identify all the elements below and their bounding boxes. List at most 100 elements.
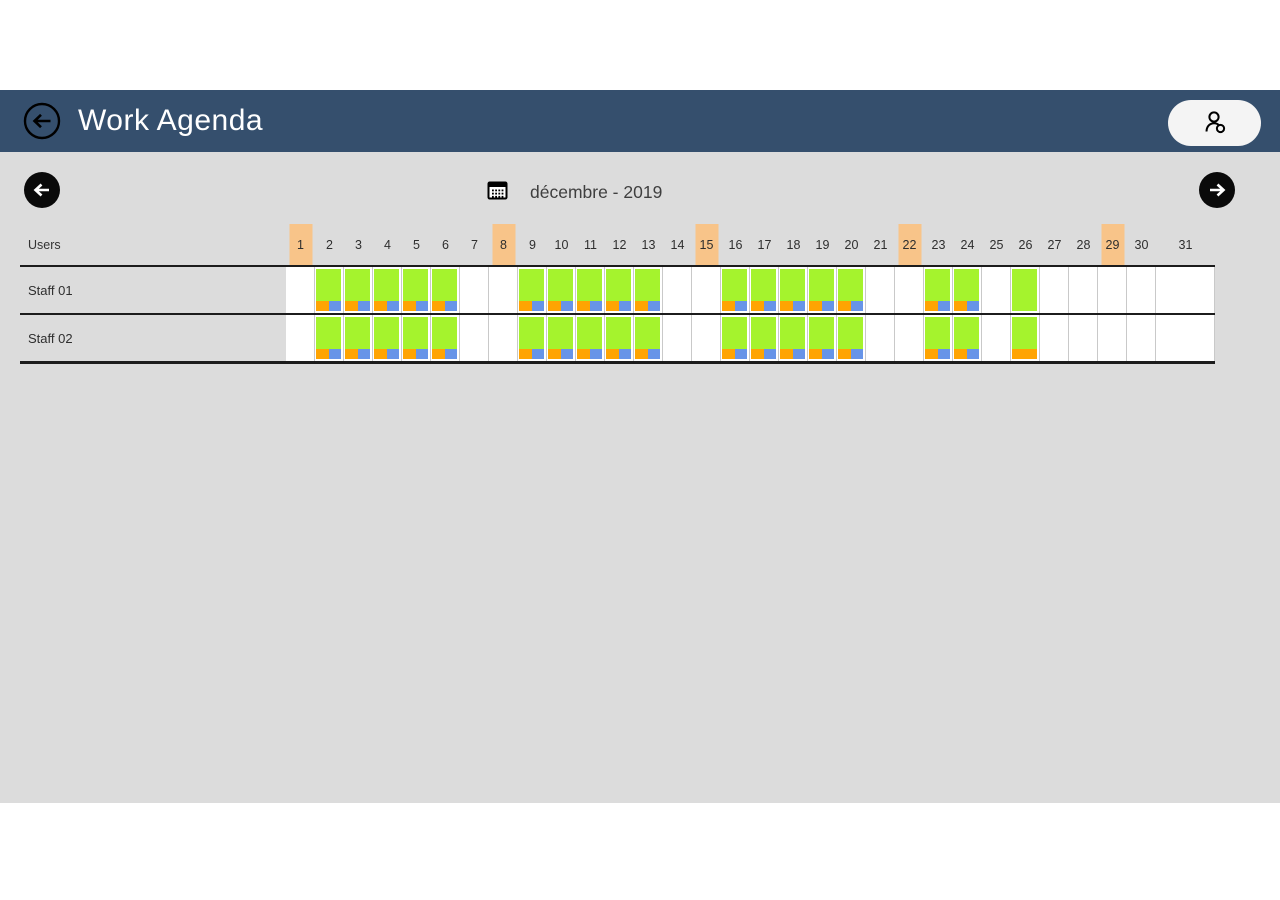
agenda-cell-day-8[interactable] — [489, 315, 518, 361]
agenda-cell-day-4[interactable] — [373, 315, 402, 361]
agenda-cell-day-29[interactable] — [1098, 267, 1127, 313]
agenda-cell-day-20[interactable] — [837, 267, 866, 313]
work-shift-block[interactable] — [374, 269, 399, 311]
work-shift-block[interactable] — [606, 269, 631, 311]
agenda-cell-day-15[interactable] — [692, 315, 721, 361]
agenda-cell-day-24[interactable] — [953, 315, 982, 361]
agenda-cell-day-12[interactable] — [605, 315, 634, 361]
agenda-cell-day-5[interactable] — [402, 267, 431, 313]
agenda-cell-day-22[interactable] — [895, 315, 924, 361]
next-month-button[interactable] — [1199, 172, 1235, 208]
agenda-cell-day-25[interactable] — [982, 315, 1011, 361]
agenda-cell-day-25[interactable] — [982, 267, 1011, 313]
agenda-cell-day-15[interactable] — [692, 267, 721, 313]
agenda-cell-day-3[interactable] — [344, 315, 373, 361]
agenda-cell-day-2[interactable] — [315, 315, 344, 361]
agenda-cell-day-21[interactable] — [866, 267, 895, 313]
agenda-cell-day-11[interactable] — [576, 267, 605, 313]
work-shift-block[interactable] — [635, 269, 660, 311]
work-shift-block[interactable] — [954, 317, 979, 359]
agenda-cell-day-19[interactable] — [808, 315, 837, 361]
agenda-cell-day-21[interactable] — [866, 315, 895, 361]
agenda-cell-day-29[interactable] — [1098, 315, 1127, 361]
agenda-cell-day-10[interactable] — [547, 267, 576, 313]
agenda-cell-day-28[interactable] — [1069, 267, 1098, 313]
work-shift-block[interactable] — [403, 269, 428, 311]
agenda-cell-day-20[interactable] — [837, 315, 866, 361]
work-shift-block[interactable] — [548, 317, 573, 359]
work-shift-block[interactable] — [635, 317, 660, 359]
agenda-cell-day-6[interactable] — [431, 267, 460, 313]
agenda-cell-day-12[interactable] — [605, 267, 634, 313]
work-shift-block[interactable] — [925, 269, 950, 311]
agenda-cell-day-9[interactable] — [518, 267, 547, 313]
work-shift-block[interactable] — [780, 269, 805, 311]
work-shift-block[interactable] — [809, 269, 834, 311]
agenda-cell-day-31[interactable] — [1156, 267, 1215, 313]
work-shift-block[interactable] — [432, 317, 457, 359]
work-shift-block[interactable] — [345, 269, 370, 311]
month-picker[interactable]: décembre - 2019 — [487, 176, 662, 208]
agenda-cell-day-5[interactable] — [402, 315, 431, 361]
agenda-cell-day-26[interactable] — [1011, 315, 1040, 361]
agenda-cell-day-13[interactable] — [634, 315, 663, 361]
agenda-cell-day-1[interactable] — [286, 267, 315, 313]
work-shift-block[interactable] — [519, 269, 544, 311]
work-shift-block[interactable] — [577, 317, 602, 359]
agenda-cell-day-13[interactable] — [634, 267, 663, 313]
previous-month-button[interactable] — [24, 172, 60, 208]
agenda-cell-day-28[interactable] — [1069, 315, 1098, 361]
agenda-cell-day-17[interactable] — [750, 315, 779, 361]
agenda-cell-day-14[interactable] — [663, 315, 692, 361]
agenda-cell-day-19[interactable] — [808, 267, 837, 313]
agenda-cell-day-23[interactable] — [924, 267, 953, 313]
agenda-cell-day-3[interactable] — [344, 267, 373, 313]
agenda-cell-day-8[interactable] — [489, 267, 518, 313]
work-shift-block[interactable] — [722, 317, 747, 359]
agenda-cell-day-31[interactable] — [1156, 315, 1215, 361]
work-shift-block[interactable] — [809, 317, 834, 359]
work-shift-block[interactable] — [548, 269, 573, 311]
work-shift-block[interactable] — [345, 317, 370, 359]
work-shift-block[interactable] — [1012, 317, 1037, 359]
agenda-cell-day-6[interactable] — [431, 315, 460, 361]
agenda-cell-day-30[interactable] — [1127, 315, 1156, 361]
agenda-cell-day-2[interactable] — [315, 267, 344, 313]
agenda-cell-day-18[interactable] — [779, 267, 808, 313]
agenda-cell-day-10[interactable] — [547, 315, 576, 361]
work-shift-block[interactable] — [577, 269, 602, 311]
work-shift-block[interactable] — [925, 317, 950, 359]
agenda-cell-day-30[interactable] — [1127, 267, 1156, 313]
work-shift-block[interactable] — [1012, 269, 1037, 311]
agenda-cell-day-14[interactable] — [663, 267, 692, 313]
agenda-cell-day-24[interactable] — [953, 267, 982, 313]
agenda-cell-day-9[interactable] — [518, 315, 547, 361]
work-shift-block[interactable] — [780, 317, 805, 359]
work-shift-block[interactable] — [751, 317, 776, 359]
work-shift-block[interactable] — [403, 317, 428, 359]
agenda-cell-day-16[interactable] — [721, 267, 750, 313]
agenda-cell-day-22[interactable] — [895, 267, 924, 313]
work-shift-block[interactable] — [838, 317, 863, 359]
agenda-cell-day-11[interactable] — [576, 315, 605, 361]
agenda-cell-day-4[interactable] — [373, 267, 402, 313]
agenda-cell-day-7[interactable] — [460, 267, 489, 313]
agenda-cell-day-1[interactable] — [286, 315, 315, 361]
work-shift-block[interactable] — [838, 269, 863, 311]
work-shift-block[interactable] — [606, 317, 631, 359]
work-shift-block[interactable] — [316, 269, 341, 311]
agenda-cell-day-27[interactable] — [1040, 267, 1069, 313]
work-shift-block[interactable] — [374, 317, 399, 359]
back-button[interactable] — [23, 102, 61, 140]
agenda-cell-day-7[interactable] — [460, 315, 489, 361]
work-shift-block[interactable] — [722, 269, 747, 311]
agenda-cell-day-16[interactable] — [721, 315, 750, 361]
agenda-cell-day-17[interactable] — [750, 267, 779, 313]
user-select-button[interactable] — [1168, 100, 1261, 146]
work-shift-block[interactable] — [751, 269, 776, 311]
work-shift-block[interactable] — [316, 317, 341, 359]
work-shift-block[interactable] — [432, 269, 457, 311]
work-shift-block[interactable] — [954, 269, 979, 311]
agenda-cell-day-23[interactable] — [924, 315, 953, 361]
work-shift-block[interactable] — [519, 317, 544, 359]
